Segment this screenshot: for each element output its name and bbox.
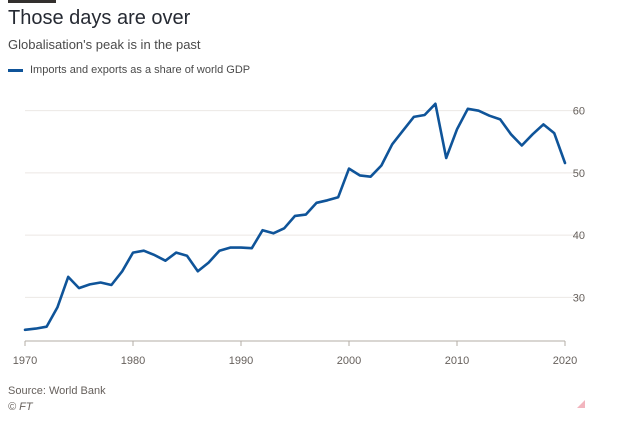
data-point-1971	[35, 327, 38, 330]
data-point-1976	[89, 283, 92, 286]
data-point-2003	[380, 164, 383, 167]
data-point-1984	[175, 251, 178, 254]
data-point-1992	[261, 229, 264, 232]
data-point-2016	[521, 144, 524, 147]
data-point-2012	[477, 109, 480, 112]
x-tick-label-2010: 2010	[445, 355, 469, 367]
data-point-1995	[294, 215, 297, 218]
x-tick-label-1970: 1970	[13, 355, 37, 367]
chart-title: Those days are over	[8, 7, 191, 29]
data-point-1983	[164, 259, 167, 262]
y-tick-label-40: 40	[573, 230, 585, 242]
data-point-1996	[305, 213, 308, 216]
data-point-2004	[391, 143, 394, 146]
data-point-1980	[132, 251, 135, 254]
x-tick-label-2020: 2020	[553, 355, 577, 367]
chart-subtitle: Globalisation's peak is in the past	[8, 37, 201, 52]
corner-mark	[577, 400, 585, 408]
data-point-1990	[240, 246, 243, 249]
x-tick-label-2000: 2000	[337, 355, 361, 367]
data-point-2008	[434, 103, 437, 106]
data-point-1998	[326, 199, 329, 202]
data-point-2002	[369, 175, 372, 178]
data-point-1979	[121, 270, 124, 273]
data-point-1975	[78, 287, 81, 290]
y-tick-label-50: 50	[573, 168, 585, 180]
data-point-1982	[153, 254, 156, 257]
data-point-2001	[359, 174, 362, 177]
source-note: Source: World Bank	[8, 385, 106, 397]
data-point-2018	[542, 123, 545, 126]
data-point-2010	[456, 128, 459, 131]
data-point-2009	[445, 157, 448, 160]
data-point-1978	[110, 284, 113, 287]
data-point-1994	[283, 227, 286, 230]
legend-swatch	[8, 68, 23, 72]
copyright-credit: © FT	[8, 401, 33, 413]
data-point-1989	[229, 246, 232, 249]
legend: Imports and exports as a share of world …	[8, 63, 250, 77]
data-point-1972	[45, 325, 48, 328]
data-point-1986	[197, 270, 200, 273]
data-point-1973	[56, 306, 59, 309]
data-point-2006	[413, 116, 416, 119]
data-point-1997	[315, 202, 318, 205]
data-point-2014	[499, 118, 502, 121]
data-point-1985	[186, 254, 189, 257]
data-point-1988	[218, 249, 221, 252]
data-point-2005	[402, 129, 405, 132]
data-point-2019	[553, 132, 556, 135]
data-point-2015	[510, 133, 513, 136]
top-rule	[8, 0, 56, 3]
data-point-1999	[337, 196, 340, 199]
data-point-2011	[467, 108, 470, 111]
data-point-1974	[67, 276, 70, 279]
data-point-2017	[531, 133, 534, 136]
data-point-1987	[207, 261, 210, 264]
y-tick-label-30: 30	[573, 292, 585, 304]
data-point-2007	[423, 114, 426, 117]
x-tick-label-1980: 1980	[121, 355, 145, 367]
data-point-1977	[99, 281, 102, 284]
data-point-1993	[272, 232, 275, 235]
data-point-1981	[143, 249, 146, 252]
data-point-1970	[24, 329, 27, 332]
legend-label: Imports and exports as a share of world …	[30, 64, 251, 76]
series-line-0	[23, 102, 567, 332]
data-point-1991	[251, 247, 254, 250]
y-tick-label-60: 60	[573, 106, 585, 118]
x-tick-label-1990: 1990	[229, 355, 253, 367]
data-point-2020	[564, 162, 567, 165]
data-point-2013	[488, 114, 491, 117]
data-point-2000	[348, 167, 351, 170]
